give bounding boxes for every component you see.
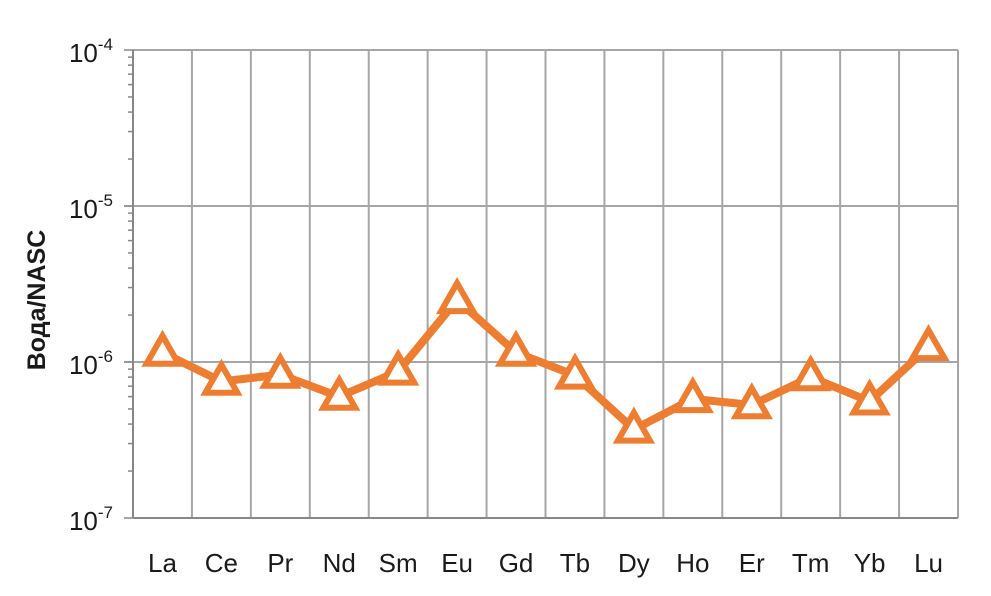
data-point (494, 329, 538, 367)
data-point (612, 406, 656, 444)
x-tick-label: Ce (205, 548, 238, 578)
data-point (435, 277, 479, 315)
y-tick-label: 10-7 (69, 503, 113, 536)
data-point (259, 351, 302, 389)
data-point (318, 373, 361, 411)
y-axis-title: Вода/NASC (23, 230, 51, 371)
x-tick-label: Nd (323, 548, 356, 578)
data-point (730, 382, 773, 420)
x-tick-label: Er (739, 548, 765, 578)
series (141, 277, 950, 444)
data-point (789, 354, 832, 392)
data-point (848, 378, 891, 416)
x-tick-label: Tb (560, 548, 590, 578)
gridlines (133, 49, 959, 519)
x-tick-label: Lu (914, 548, 943, 578)
y-axis (124, 49, 958, 519)
x-tick-label: La (148, 548, 177, 578)
data-point (377, 348, 420, 386)
y-tick-label: 10-5 (69, 191, 113, 224)
data-point (200, 358, 243, 396)
data-point (671, 376, 714, 414)
x-tick-label: Yb (854, 548, 886, 578)
x-tick-label: Dy (618, 548, 650, 578)
x-tick-label: Sm (379, 548, 418, 578)
x-tick-label: Tm (792, 548, 830, 578)
data-point (907, 324, 950, 362)
x-tick-label: Eu (441, 548, 473, 578)
y-tick-label: 10-4 (69, 35, 113, 68)
x-tick-labels: La Ce Pr Nd Sm Eu Gd Tb Dy Ho Er Tm Yb Lu (148, 548, 943, 578)
y-tick-labels: 10-4 10-5 10-6 10-7 (69, 35, 113, 536)
x-tick-label: Pr (267, 548, 293, 578)
data-point (141, 329, 184, 367)
x-tick-label: Ho (676, 548, 709, 578)
x-tick-label: Gd (499, 548, 534, 578)
data-point (553, 352, 597, 390)
y-tick-label: 10-6 (69, 347, 113, 380)
